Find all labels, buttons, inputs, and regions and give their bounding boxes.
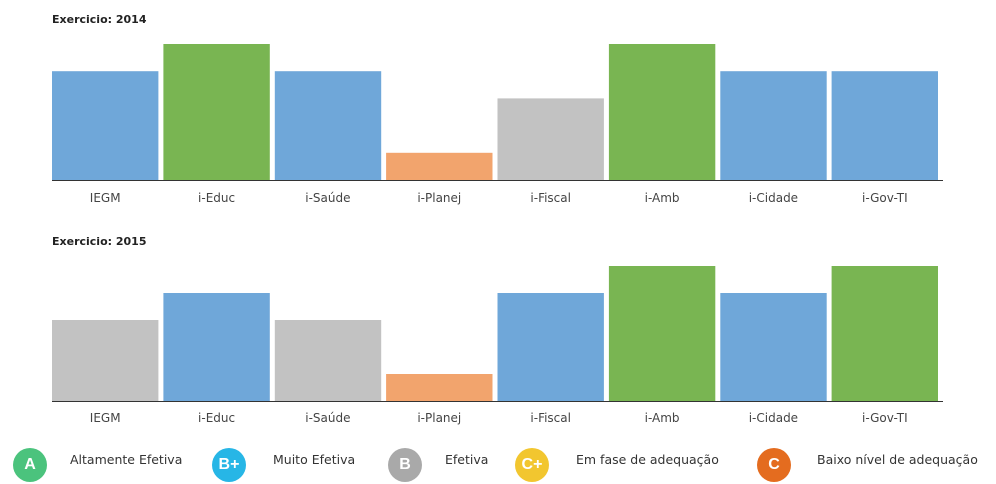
bar-iegm <box>52 320 159 401</box>
bar-i-cidade <box>720 293 827 401</box>
bar-i-fiscal <box>497 98 604 180</box>
legend-label-b: Efetiva <box>445 452 489 467</box>
chart-title: Exercicio: 2014 <box>52 13 147 26</box>
bar-i-sa-de <box>274 320 382 401</box>
grade-b-badge: B <box>388 448 422 482</box>
x-tick-label: i-Fiscal <box>530 191 571 205</box>
bar-i-amb <box>608 44 716 180</box>
grade-c-plus-badge: C+ <box>515 448 549 482</box>
x-tick-label: i-Saúde <box>305 191 350 205</box>
x-tick-label: i-Cidade <box>749 411 798 425</box>
x-tick-label: i-Cidade <box>749 191 798 205</box>
bar-chart-2: Exercicio: 2015 IEGM i-Educ i-Saúde i-Planej… <box>52 235 943 425</box>
x-tick-label: i-Educ <box>198 411 235 425</box>
grade-a-badge: A <box>13 448 47 482</box>
x-tick-label: i-Educ <box>198 191 235 205</box>
bar-i-educ <box>163 293 270 401</box>
x-tick-label: i-Fiscal <box>530 411 571 425</box>
x-tick-label: i-Saúde <box>305 411 350 425</box>
x-tick-label: i-Amb <box>645 411 680 425</box>
x-tick-label: i-Planej <box>417 411 461 425</box>
bar-i-planej <box>386 152 493 180</box>
grade-legend: A Altamente Efetiva B+ Muito Efetiva B E… <box>0 448 996 484</box>
legend-label-a: Altamente Efetiva <box>70 452 183 467</box>
bar-i-cidade <box>720 71 827 180</box>
x-tick-label: i-Amb <box>645 191 680 205</box>
bar-i-amb <box>608 266 716 401</box>
legend-label-c-plus: Em fase de adequação <box>576 452 719 467</box>
charts-area: Exercicio: 2014 IEGM i-Educ i-Saúde i-Planej… <box>52 13 943 425</box>
chart-title: Exercicio: 2015 <box>52 235 146 248</box>
x-tick-label: i-Gov-TI <box>862 191 908 205</box>
x-tick-label: i-Gov-TI <box>862 411 908 425</box>
bar-i-sa-de <box>274 71 382 180</box>
grade-c-badge: C <box>757 448 791 482</box>
x-tick-label: i-Planej <box>417 191 461 205</box>
bar-i-educ <box>163 44 270 180</box>
x-tick-label: IEGM <box>90 191 121 205</box>
legend-label-c: Baixo nível de adequação <box>817 452 978 467</box>
x-tick-label: IEGM <box>90 411 121 425</box>
bar-i-gov-ti <box>831 71 938 180</box>
bar-i-gov-ti <box>831 266 938 401</box>
bar-i-planej <box>386 374 493 401</box>
bar-chart-1: Exercicio: 2014 IEGM i-Educ i-Saúde i-Planej… <box>52 13 943 205</box>
grade-b-plus-badge: B+ <box>212 448 246 482</box>
bar-i-fiscal <box>497 293 604 401</box>
bar-iegm <box>52 71 159 180</box>
legend-label-b-plus: Muito Efetiva <box>273 452 356 467</box>
